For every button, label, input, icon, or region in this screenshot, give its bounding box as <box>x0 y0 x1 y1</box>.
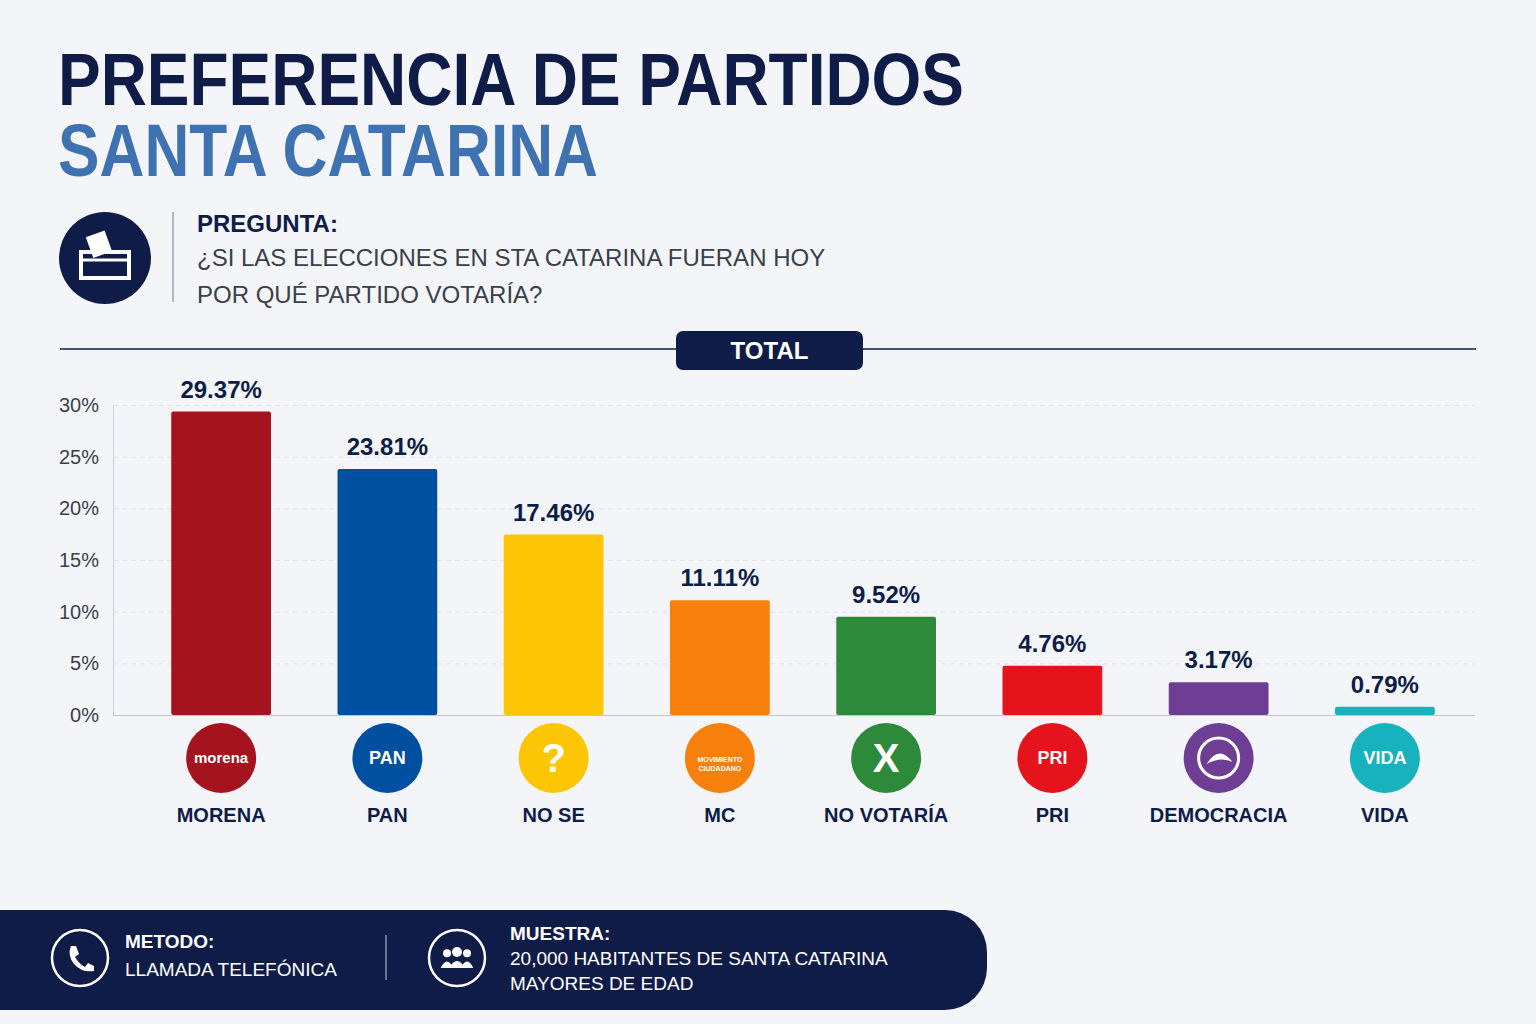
party-icon: ? <box>519 723 589 793</box>
y-tick-label: 30% <box>59 394 99 416</box>
party-icon: MOVIMIENTOCIUDADANO <box>685 723 755 793</box>
divider <box>172 212 174 302</box>
y-tick-label: 10% <box>59 601 99 623</box>
y-tick: 25% <box>59 446 1475 468</box>
bar <box>670 600 770 715</box>
footer-divider <box>385 935 387 980</box>
x-tick-label: VIDA <box>1361 804 1409 826</box>
data-labels: 29.37% 23.81% 17.46% 11.11% 9.52% 4.76% 3.17% 0… <box>180 376 1418 698</box>
x-tick: VIDA <box>1361 804 1409 826</box>
chart-root: PREFERENCIA DE PARTIDOSSANTA CATARINAPRE… <box>0 0 1536 1024</box>
panel-label: TOTAL <box>731 337 809 364</box>
panel-badge <box>676 331 863 370</box>
y-tick-label: 15% <box>59 549 99 571</box>
question-text: ¿SI LAS ELECCIONES EN STA CATARINA FUERA… <box>197 244 825 271</box>
y-tick-label: 25% <box>59 446 99 468</box>
question-text: POR QUÉ PARTIDO VOTARÍA? <box>197 281 542 308</box>
x-tick: PRI <box>1036 804 1069 826</box>
phone-icon <box>52 930 108 986</box>
grid-line <box>113 405 1475 406</box>
icon-text: PRI <box>1037 748 1067 768</box>
x-tick: PAN <box>367 804 408 826</box>
party-icon: VIDA <box>1350 723 1420 793</box>
x-tick: NO SE <box>523 804 585 826</box>
footer-text: MAYORES DE EDAD <box>510 973 693 994</box>
y-tick: 15% <box>59 549 1475 571</box>
party-icons: morena PAN? MOVIMIENTOCIUDADANO X PRI VIDA <box>186 723 1420 793</box>
icon-text: MOVIMIENTOCIUDADANO <box>697 756 743 772</box>
footer-label: MUESTRA: <box>510 923 610 944</box>
data-label: 11.11% <box>681 564 760 591</box>
icon-text: PAN <box>369 748 406 768</box>
grid-line <box>113 663 1475 664</box>
bars <box>171 412 1435 715</box>
x-tick-label: NO SE <box>523 804 585 826</box>
icon-text: ? <box>541 736 565 780</box>
people-icon <box>429 930 485 986</box>
x-tick: MC <box>704 804 735 826</box>
x-tick-label: PRI <box>1036 804 1069 826</box>
y-tick-label: 20% <box>59 497 99 519</box>
party-icon <box>1184 723 1254 793</box>
bar <box>338 469 438 715</box>
party-icon: PRI <box>1017 723 1087 793</box>
data-label: 29.37% <box>180 376 261 403</box>
grid-line <box>113 560 1475 561</box>
party-icon: X <box>851 723 921 793</box>
y-tick-label: 0% <box>70 704 99 726</box>
x-tick: DEMOCRACIA <box>1150 804 1288 826</box>
bar <box>836 617 936 715</box>
question-label: PREGUNTA: <box>197 210 338 237</box>
footer-text: 20,000 HABITANTES DE SANTA CATARINA <box>510 948 888 969</box>
x-tick-label: NO VOTARÍA <box>824 804 948 826</box>
x-tick-label: PAN <box>367 804 408 826</box>
data-label: 3.17% <box>1185 646 1253 673</box>
party-icon: PAN <box>352 723 422 793</box>
subtitle: SANTA CATARINA <box>58 109 598 192</box>
y-tick-label: 5% <box>70 652 99 674</box>
y-tick: 20% <box>59 497 1475 519</box>
data-label: 23.81% <box>347 433 428 460</box>
grid-line <box>113 612 1475 613</box>
x-tick: NO VOTARÍA <box>824 804 948 826</box>
grid-line <box>113 457 1475 458</box>
grid-line <box>113 508 1475 509</box>
bar <box>504 535 604 715</box>
icon-text: X <box>873 736 900 780</box>
data-label: 0.79% <box>1351 671 1419 698</box>
bar <box>1169 682 1269 715</box>
y-axis: 0% 5% 10% 15% 20% 25% 30% <box>59 394 1475 726</box>
x-tick-label: MC <box>704 804 735 826</box>
data-label: 17.46% <box>513 499 594 526</box>
icon-text: morena <box>194 749 249 766</box>
data-label: 4.76% <box>1018 630 1086 657</box>
footer-band <box>0 910 987 1010</box>
x-tick-label: MORENA <box>177 804 266 826</box>
grid-line <box>113 715 1475 716</box>
chart-svg: PREFERENCIA DE PARTIDOSSANTA CATARINAPRE… <box>0 0 1536 1024</box>
x-tick-label: DEMOCRACIA <box>1150 804 1288 826</box>
icon-text: VIDA <box>1363 748 1406 768</box>
party-icon: morena <box>186 723 256 793</box>
footer-label: METODO: <box>125 931 214 952</box>
bar <box>1335 707 1435 715</box>
background <box>0 0 1536 1024</box>
x-axis: MORENA PAN NO SE MC NO VOTARÍA PRI DEMOCRACIA V… <box>177 804 1409 826</box>
bar <box>171 412 271 715</box>
footer-text: LLAMADA TELEFÓNICA <box>125 959 337 980</box>
ballot-icon <box>59 212 151 304</box>
data-label: 9.52% <box>852 581 920 608</box>
footer: METODO: LLAMADA TELEFÓNICA MUESTRA: 20,000 … <box>0 910 987 1010</box>
y-tick: 5% <box>70 652 1475 674</box>
x-tick: MORENA <box>177 804 266 826</box>
y-tick: 30% <box>59 394 1475 416</box>
bar <box>1003 666 1103 715</box>
